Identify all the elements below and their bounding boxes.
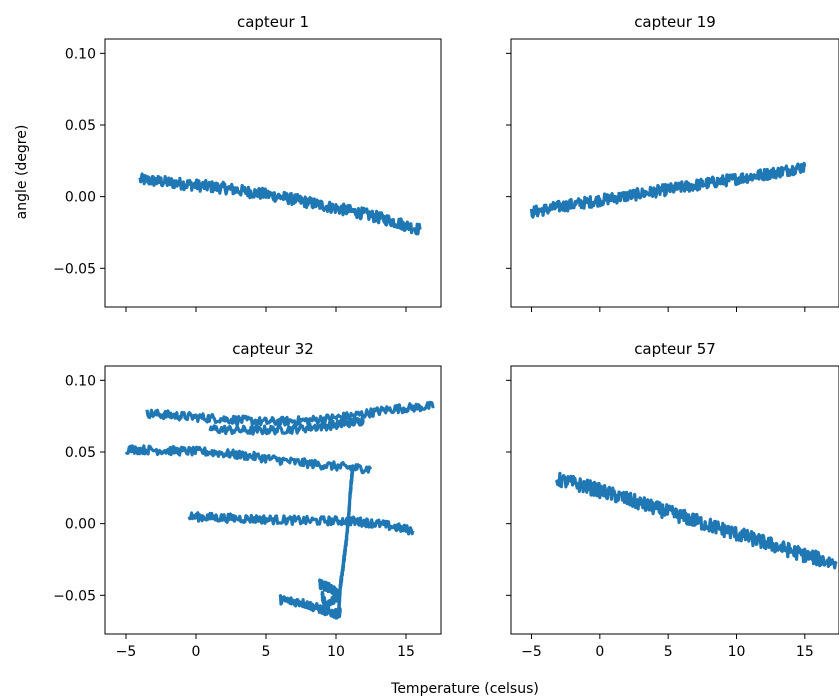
x-tick-label: 0 <box>595 644 604 660</box>
series-line <box>145 400 435 427</box>
series-line <box>278 594 342 620</box>
subplot-title: capteur 32 <box>232 340 314 358</box>
x-tick-label: 10 <box>327 644 345 660</box>
series-line <box>138 172 422 236</box>
data-series <box>529 161 807 219</box>
data-series <box>138 172 422 236</box>
y-tick-label: −0.05 <box>53 261 96 277</box>
series-line <box>124 444 373 475</box>
axes-frame <box>104 38 442 308</box>
x-tick-label: −5 <box>521 644 542 660</box>
axes-frame <box>104 365 442 635</box>
y-tick-label: 0.05 <box>65 445 96 461</box>
subplot-title: capteur 1 <box>237 13 309 31</box>
data-series <box>124 400 435 620</box>
series-line <box>208 416 365 436</box>
series-line <box>337 464 355 614</box>
subplot-1: capteur 1 −0.05 0.00 0.05 0.10 <box>53 13 442 312</box>
y-tick-label: 0.10 <box>65 46 96 62</box>
y-tick-label: −0.05 <box>53 588 96 604</box>
subplot-title: capteur 19 <box>634 13 716 31</box>
x-tick-label: 5 <box>664 644 673 660</box>
y-tick-label: 0.00 <box>65 517 96 533</box>
series-line <box>554 471 838 570</box>
subplot-4: capteur 57 −5 0 5 10 15 <box>506 340 839 660</box>
series-line <box>187 511 415 536</box>
y-tick-label: 0.00 <box>65 190 96 206</box>
axes-frame <box>510 365 839 635</box>
subplot-3: capteur 32 −0.05 0.00 0.05 0.10 −5 0 5 10 15 <box>53 340 442 660</box>
x-tick-label: 0 <box>192 644 201 660</box>
subplot-title: capteur 57 <box>634 340 716 358</box>
axes-layer: capteur 1 −0.05 0.00 0.05 0.10 capteur 19 capt… <box>53 13 839 660</box>
y-tick-label: 0.10 <box>65 373 96 389</box>
x-tick-label: −5 <box>116 644 137 660</box>
series-line <box>529 161 807 219</box>
x-tick-label: 5 <box>262 644 271 660</box>
y-tick-label: 0.05 <box>65 118 96 134</box>
y-axis-label: angle (degre) <box>14 125 30 220</box>
series-line <box>317 578 341 613</box>
axes-frame <box>510 38 839 308</box>
subplot-2: capteur 19 <box>506 13 839 312</box>
data-series <box>554 471 838 570</box>
x-tick-label: 15 <box>796 644 814 660</box>
x-tick-label: 15 <box>397 644 415 660</box>
x-axis-label: Temperature (celsus) <box>390 681 539 697</box>
x-tick-label: 10 <box>728 644 746 660</box>
